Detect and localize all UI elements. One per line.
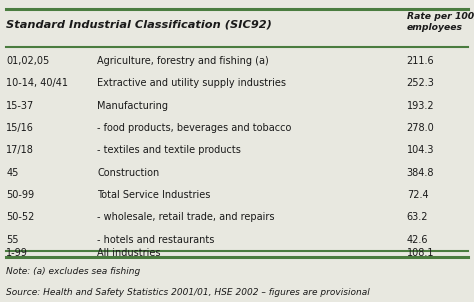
Text: 63.2: 63.2 bbox=[407, 212, 428, 222]
Text: 17/18: 17/18 bbox=[6, 145, 34, 155]
Text: Source: Health and Safety Statistics 2001/01, HSE 2002 – figures are provisional: Source: Health and Safety Statistics 200… bbox=[6, 288, 370, 297]
Text: Manufacturing: Manufacturing bbox=[97, 101, 168, 111]
Text: 10-14, 40/41: 10-14, 40/41 bbox=[6, 78, 68, 88]
Text: All industries: All industries bbox=[97, 248, 161, 258]
Text: - wholesale, retail trade, and repairs: - wholesale, retail trade, and repairs bbox=[97, 212, 274, 222]
Text: 211.6: 211.6 bbox=[407, 56, 434, 66]
Text: 252.3: 252.3 bbox=[407, 78, 435, 88]
Text: Note: (a) excludes sea fishing: Note: (a) excludes sea fishing bbox=[6, 267, 140, 276]
Text: 384.8: 384.8 bbox=[407, 168, 434, 178]
Text: Rate per 100,000
employees: Rate per 100,000 employees bbox=[407, 12, 474, 32]
Text: 72.4: 72.4 bbox=[407, 190, 428, 200]
Text: Construction: Construction bbox=[97, 168, 159, 178]
Text: Standard Industrial Classification (SIC92): Standard Industrial Classification (SIC9… bbox=[6, 20, 272, 30]
Text: Extractive and utility supply industries: Extractive and utility supply industries bbox=[97, 78, 286, 88]
Text: 278.0: 278.0 bbox=[407, 123, 435, 133]
Text: 1-99: 1-99 bbox=[6, 248, 28, 258]
Text: 193.2: 193.2 bbox=[407, 101, 434, 111]
Text: 42.6: 42.6 bbox=[407, 234, 428, 245]
Text: 45: 45 bbox=[6, 168, 18, 178]
Text: 50-52: 50-52 bbox=[6, 212, 35, 222]
Text: 15/16: 15/16 bbox=[6, 123, 34, 133]
Text: 104.3: 104.3 bbox=[407, 145, 434, 155]
Text: 50-99: 50-99 bbox=[6, 190, 34, 200]
Text: - food products, beverages and tobacco: - food products, beverages and tobacco bbox=[97, 123, 292, 133]
Text: - hotels and restaurants: - hotels and restaurants bbox=[97, 234, 215, 245]
Text: Agriculture, forestry and fishing (a): Agriculture, forestry and fishing (a) bbox=[97, 56, 269, 66]
Text: - textiles and textile products: - textiles and textile products bbox=[97, 145, 241, 155]
Text: 01,02,05: 01,02,05 bbox=[6, 56, 49, 66]
Text: 15-37: 15-37 bbox=[6, 101, 35, 111]
Text: Total Service Industries: Total Service Industries bbox=[97, 190, 210, 200]
Text: 55: 55 bbox=[6, 234, 18, 245]
Text: 108.1: 108.1 bbox=[407, 248, 434, 258]
